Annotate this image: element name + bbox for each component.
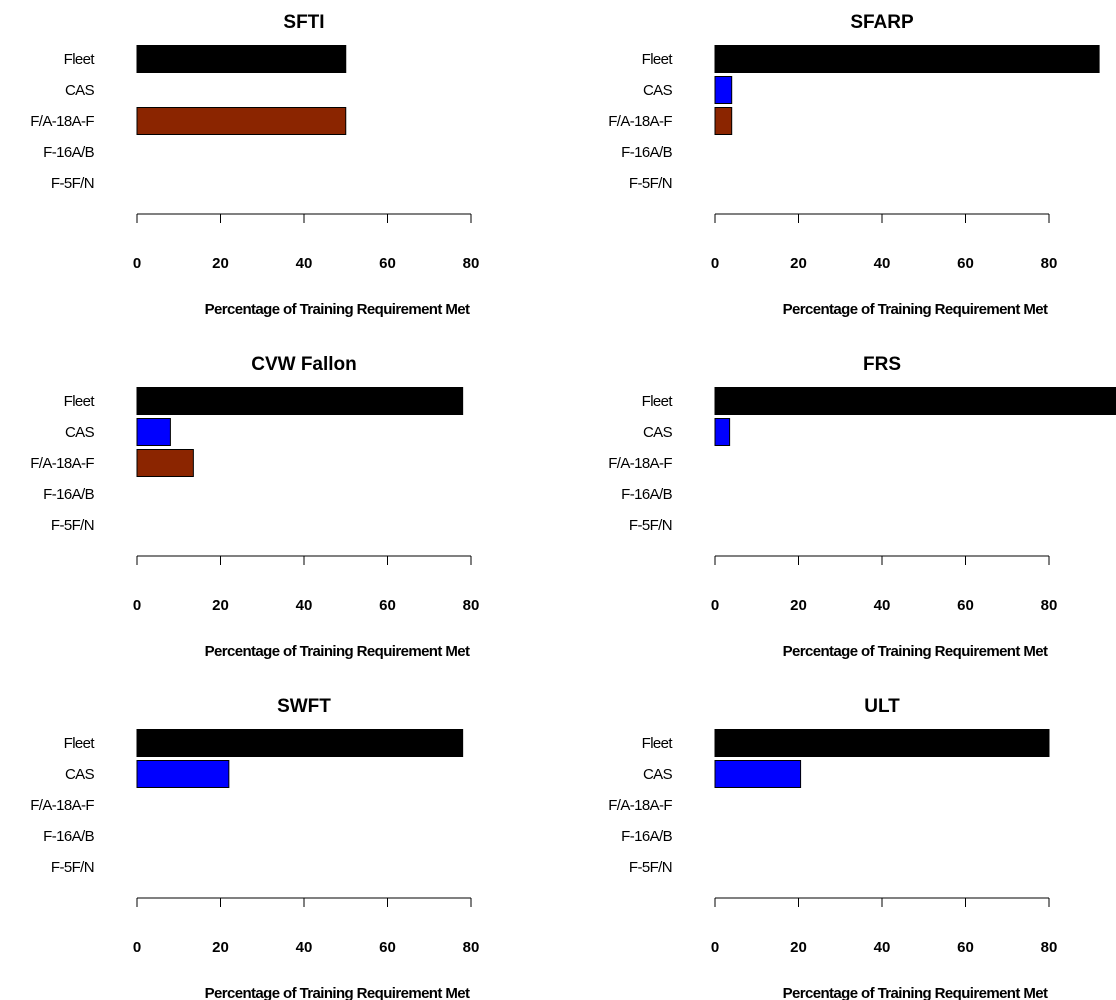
category-label-f-5f-n: F-5F/N (629, 859, 672, 876)
x-tick-label: 80 (463, 939, 480, 956)
category-label-fleet: Fleet (642, 51, 674, 68)
panel-title: ULT (864, 696, 900, 717)
x-tick-label: 60 (379, 597, 396, 614)
x-tick-label: 0 (133, 255, 141, 272)
x-axis: 0 20 40 60 80 (711, 555, 1058, 614)
category-label-f-a-18a-f: F/A-18A-F (608, 455, 672, 472)
x-tick-label: 20 (212, 597, 229, 614)
x-axis-title: Percentage of Training Requirement Met (205, 301, 470, 318)
category-label-cas: CAS (643, 424, 673, 441)
x-tick-label: 20 (790, 255, 807, 272)
panel-ult: ULT Fleet CAS F/A-18A-F F-16A/B F-5F/N 0 20 40 60… (608, 696, 1057, 1000)
x-tick-label: 60 (957, 597, 974, 614)
x-tick-label: 80 (463, 255, 480, 272)
x-tick-label: 60 (379, 939, 396, 956)
x-axis-title: Percentage of Training Requirement Met (783, 301, 1048, 318)
bar-fleet (136, 729, 464, 757)
x-tick-label: 20 (212, 939, 229, 956)
bar-fleet (714, 729, 1050, 757)
category-label-fleet: Fleet (64, 735, 96, 752)
category-label-f-a-18a-f: F/A-18A-F (608, 113, 672, 130)
x-tick-label: 20 (790, 939, 807, 956)
x-tick-label: 40 (874, 597, 891, 614)
category-label-fleet: Fleet (64, 393, 96, 410)
category-label-f-5f-n: F-5F/N (629, 517, 672, 534)
category-label-f-5f-n: F-5F/N (51, 517, 94, 534)
bar-f-a-18a-f (714, 107, 733, 135)
x-tick-label: 0 (711, 597, 719, 614)
x-tick-label: 40 (296, 255, 313, 272)
bar-f-a-18a-f (136, 449, 194, 477)
category-label-cas: CAS (65, 82, 95, 99)
category-label-cas: CAS (65, 766, 95, 783)
x-tick-label: 20 (790, 597, 807, 614)
x-axis-title: Percentage of Training Requirement Met (783, 985, 1048, 1000)
x-axis-title: Percentage of Training Requirement Met (783, 643, 1048, 660)
panel-title: SWFT (277, 696, 331, 717)
category-label-f-5f-n: F-5F/N (629, 175, 672, 192)
category-label-f-a-18a-f: F/A-18A-F (30, 797, 94, 814)
x-tick-label: 0 (711, 939, 719, 956)
x-tick-label: 80 (463, 597, 480, 614)
category-label-f-16a-b: F-16A/B (621, 828, 672, 845)
bar-fleet (136, 387, 464, 415)
category-label-cas: CAS (643, 766, 673, 783)
bar-cas (136, 760, 230, 788)
x-axis: 0 20 40 60 80 (711, 213, 1058, 272)
x-axis-title: Percentage of Training Requirement Met (205, 643, 470, 660)
x-tick-label: 40 (296, 597, 313, 614)
panel-title: SFTI (283, 12, 324, 33)
category-label-f-16a-b: F-16A/B (43, 486, 94, 503)
bar-fleet (714, 387, 1116, 415)
category-label-f-16a-b: F-16A/B (621, 144, 672, 161)
x-tick-label: 0 (133, 597, 141, 614)
panel-swft: SWFT Fleet CAS F/A-18A-F F-16A/B F-5F/N 0 20 40 6… (30, 696, 479, 1000)
x-tick-label: 40 (874, 939, 891, 956)
panel-frs: FRS Fleet CAS F/A-18A-F F-16A/B F-5F/N 0 20 40 60… (608, 354, 1116, 660)
category-label-f-a-18a-f: F/A-18A-F (30, 455, 94, 472)
x-tick-label: 80 (1041, 939, 1058, 956)
panel-title: FRS (863, 354, 901, 375)
x-axis-title: Percentage of Training Requirement Met (205, 985, 470, 1000)
panel-cvw-fallon: CVW Fallon Fleet CAS F/A-18A-F F-16A/B F-5F/N… (30, 354, 479, 660)
category-label-fleet: Fleet (642, 735, 674, 752)
bar-cas (714, 76, 733, 104)
x-tick-label: 40 (296, 939, 313, 956)
bar-cas (136, 418, 171, 446)
x-axis: 0 20 40 60 80 (711, 897, 1058, 956)
category-label-f-16a-b: F-16A/B (43, 828, 94, 845)
category-label-f-a-18a-f: F/A-18A-F (608, 797, 672, 814)
category-label-cas: CAS (65, 424, 95, 441)
x-tick-label: 0 (711, 255, 719, 272)
category-label-fleet: Fleet (64, 51, 96, 68)
x-tick-label: 60 (379, 255, 396, 272)
category-label-f-16a-b: F-16A/B (621, 486, 672, 503)
bar-cas (714, 760, 802, 788)
panel-title: CVW Fallon (251, 354, 357, 375)
category-label-fleet: Fleet (642, 393, 674, 410)
x-tick-label: 60 (957, 939, 974, 956)
category-label-cas: CAS (643, 82, 673, 99)
bar-fleet (714, 45, 1100, 73)
x-tick-label: 80 (1041, 255, 1058, 272)
x-tick-label: 0 (133, 939, 141, 956)
category-label-f-5f-n: F-5F/N (51, 175, 94, 192)
bar-f-a-18a-f (136, 107, 347, 135)
x-tick-label: 20 (212, 255, 229, 272)
panel-title: SFARP (850, 12, 914, 33)
category-label-f-a-18a-f: F/A-18A-F (30, 113, 94, 130)
bar-fleet (136, 45, 347, 73)
x-axis: 0 20 40 60 80 (133, 555, 480, 614)
bar-cas (714, 418, 731, 446)
panel-sfarp: SFARP Fleet CAS F/A-18A-F F-16A/B F-5F/N 0 20 40… (608, 12, 1100, 318)
x-tick-label: 40 (874, 255, 891, 272)
x-tick-label: 80 (1041, 597, 1058, 614)
category-label-f-5f-n: F-5F/N (51, 859, 94, 876)
x-axis: 0 20 40 60 80 (133, 897, 480, 956)
panel-sfti: SFTI Fleet CAS F/A-18A-F F-16A/B F-5F/N 0 20 40 6… (30, 12, 479, 318)
x-tick-label: 60 (957, 255, 974, 272)
x-axis: 0 20 40 60 80 (133, 213, 480, 272)
category-label-f-16a-b: F-16A/B (43, 144, 94, 161)
